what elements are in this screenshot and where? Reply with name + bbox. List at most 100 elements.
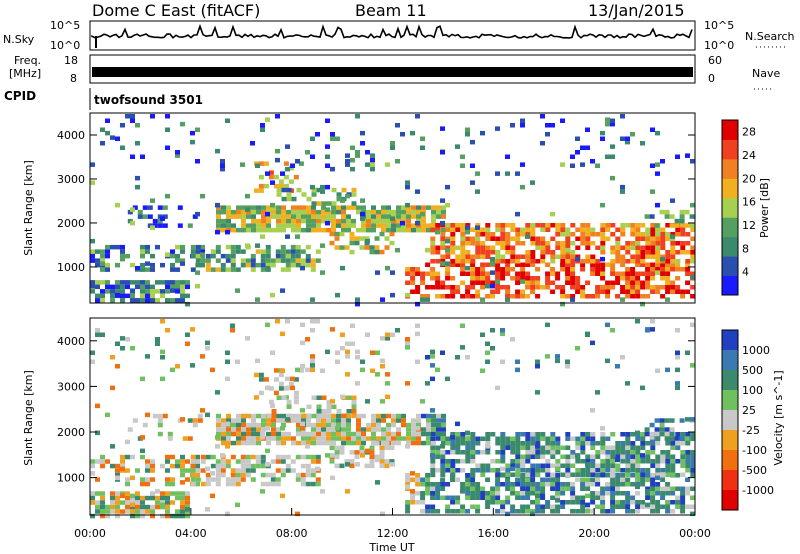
heatmap-cell	[316, 404, 322, 409]
heatmap-cell	[288, 381, 294, 387]
heatmap-cell	[270, 262, 276, 268]
heatmap-cell	[600, 136, 605, 141]
heatmap-cell	[505, 154, 510, 159]
heatmap-cell	[655, 245, 661, 250]
heatmap-cell	[371, 422, 376, 428]
heatmap-cell	[650, 271, 656, 276]
heatmap-cell	[225, 481, 231, 487]
heatmap-cell	[485, 254, 491, 259]
heatmap-cell	[345, 162, 350, 167]
heatmap-cell	[675, 285, 681, 290]
heatmap-cell	[140, 376, 145, 382]
heatmap-cell	[100, 141, 105, 146]
heatmap-cell	[500, 331, 505, 337]
heatmap-cell	[175, 253, 180, 259]
heatmap-cell	[520, 279, 525, 284]
heatmap-cell	[530, 491, 536, 496]
heatmap-cell	[280, 288, 285, 293]
heatmap-cell	[339, 445, 345, 451]
heatmap-cell	[660, 459, 666, 464]
heatmap-cell	[645, 271, 651, 276]
heatmap-cell	[150, 267, 155, 272]
heatmap-cell	[260, 253, 266, 259]
heatmap-cell	[345, 153, 350, 158]
heatmap-cell	[256, 440, 261, 446]
heatmap-cell	[130, 513, 135, 519]
heatmap-cell	[431, 440, 436, 446]
heatmap-cell	[610, 509, 616, 514]
heatmap-cell	[525, 250, 531, 255]
heatmap-cell	[475, 294, 481, 299]
heatmap-cell	[545, 354, 550, 359]
cpid-label: CPID	[4, 89, 36, 103]
heatmap-cell	[310, 267, 316, 272]
heatmap-cell	[140, 435, 145, 440]
heatmap-cell	[650, 227, 656, 232]
heatmap-cell	[670, 234, 675, 239]
heatmap-cell	[585, 259, 591, 264]
heatmap-cell	[145, 280, 150, 285]
heatmap-cell	[600, 472, 606, 477]
heatmap-cell	[455, 509, 461, 514]
heatmap-cell	[306, 214, 311, 219]
heatmap-cell	[310, 136, 315, 141]
heatmap-cell	[665, 271, 671, 276]
heatmap-cell	[635, 484, 640, 490]
heatmap-cell	[276, 431, 281, 437]
heatmap-cell	[475, 509, 481, 514]
nave-tick-bottom: 0	[708, 72, 715, 85]
heatmap-cell	[221, 218, 226, 224]
heatmap-cell	[685, 267, 691, 272]
heatmap-cell	[165, 513, 170, 519]
heatmap-cell	[396, 413, 401, 419]
heatmap-cell	[360, 198, 365, 203]
heatmap-cell	[565, 294, 571, 299]
heatmap-cell	[635, 491, 641, 496]
heatmap-cell	[95, 332, 100, 337]
heatmap-cell	[255, 243, 260, 248]
heatmap-cell	[440, 294, 446, 299]
heatmap-cell	[485, 500, 491, 505]
heatmap-cell	[285, 463, 291, 469]
heatmap-cell	[210, 463, 216, 469]
heatmap-cell	[680, 454, 686, 459]
heatmap-cell	[625, 468, 631, 473]
heatmap-cell	[660, 294, 666, 299]
heatmap-cell	[410, 289, 416, 294]
heatmap-cell	[167, 431, 173, 437]
heatmap-cell	[276, 436, 281, 441]
heatmap-cell	[235, 359, 240, 364]
heatmap-cell	[132, 418, 138, 423]
heatmap-cell	[440, 236, 446, 241]
heatmap-cell	[505, 259, 511, 264]
heatmap-cell	[426, 431, 431, 437]
heatmap-cell	[600, 232, 606, 237]
heatmap-cell	[366, 214, 371, 219]
heatmap-cell	[655, 232, 661, 237]
heatmap-cell	[645, 254, 651, 259]
heatmap-cell	[580, 441, 586, 446]
heatmap-cell	[450, 236, 456, 241]
heatmap-cell	[565, 254, 571, 259]
heatmap-cell	[530, 482, 536, 487]
heatmap-cell	[160, 349, 165, 355]
heatmap-cell	[460, 227, 466, 232]
heatmap-cell	[110, 244, 115, 250]
heatmap-cell	[675, 445, 681, 450]
heatmap-cell	[354, 236, 360, 241]
velocity-ylabel: Slant Range [km]	[22, 370, 35, 466]
heatmap-cell	[550, 495, 556, 500]
heatmap-cell	[595, 468, 601, 473]
heatmap-cell	[670, 459, 676, 464]
heatmap-cell	[321, 218, 326, 224]
heatmap-cell	[560, 245, 566, 250]
heatmap-cell	[565, 276, 571, 281]
heatmap-cell	[165, 289, 170, 294]
heatmap-cell	[659, 418, 665, 423]
heatmap-cell	[95, 280, 100, 285]
heatmap-cell	[605, 121, 610, 127]
heatmap-cell	[675, 495, 681, 500]
heatmap-cell	[341, 209, 346, 215]
heatmap-cell	[645, 489, 650, 494]
heatmap-cell	[426, 422, 431, 428]
